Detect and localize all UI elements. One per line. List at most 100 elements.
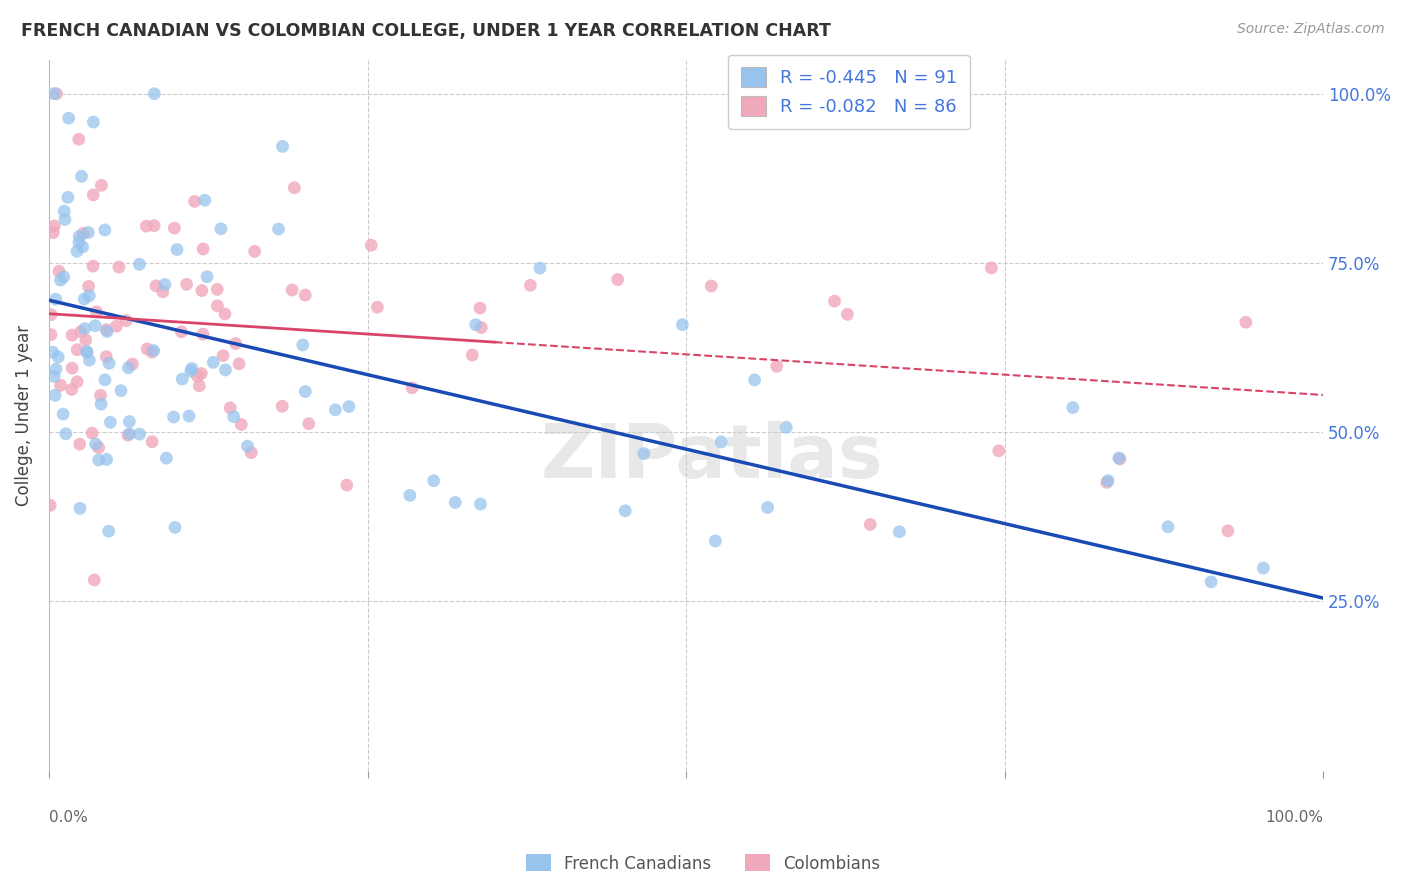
Colombians xyxy=(60,361,83,376)
Colombians xyxy=(96,323,118,337)
Colombians xyxy=(186,369,208,384)
Colombians xyxy=(225,336,247,351)
French Canadians xyxy=(118,415,141,429)
French Canadians xyxy=(77,288,100,302)
French Canadians xyxy=(118,426,141,441)
French Canadians xyxy=(49,273,72,287)
Colombians xyxy=(824,294,846,309)
Colombians xyxy=(298,417,321,431)
Colombians xyxy=(66,343,89,357)
Colombians xyxy=(243,244,266,259)
Colombians xyxy=(115,313,138,327)
Colombians xyxy=(135,219,157,233)
Colombians xyxy=(45,87,67,101)
French Canadians xyxy=(82,115,104,129)
Colombians xyxy=(49,378,72,392)
French Canadians xyxy=(195,269,218,284)
Text: FRENCH CANADIAN VS COLOMBIAN COLLEGE, UNDER 1 YEAR CORRELATION CHART: FRENCH CANADIAN VS COLOMBIAN COLLEGE, UN… xyxy=(21,22,831,40)
French Canadians xyxy=(87,453,110,467)
French Canadians xyxy=(143,87,166,101)
Colombians xyxy=(207,299,229,313)
French Canadians xyxy=(96,452,118,467)
Colombians xyxy=(96,350,118,364)
French Canadians xyxy=(1253,561,1275,575)
French Canadians xyxy=(66,244,89,259)
Colombians xyxy=(60,383,83,397)
Colombians xyxy=(82,259,104,273)
Colombians xyxy=(191,284,214,298)
Colombians xyxy=(401,381,423,395)
French Canadians xyxy=(633,447,655,461)
French Canadians xyxy=(97,524,120,538)
Colombians xyxy=(207,282,229,296)
French Canadians xyxy=(1062,401,1084,415)
French Canadians xyxy=(69,501,91,516)
Colombians xyxy=(700,279,723,293)
Colombians xyxy=(470,320,492,334)
French Canadians xyxy=(222,409,245,424)
Colombians xyxy=(75,333,97,347)
French Canadians xyxy=(202,355,225,369)
Colombians xyxy=(90,178,112,193)
French Canadians xyxy=(194,193,217,207)
Colombians xyxy=(67,132,90,146)
French Canadians xyxy=(44,369,66,384)
French Canadians xyxy=(671,318,693,332)
Colombians xyxy=(42,226,65,240)
French Canadians xyxy=(52,407,75,421)
French Canadians xyxy=(98,415,121,429)
French Canadians xyxy=(128,427,150,442)
French Canadians xyxy=(84,437,107,451)
Colombians xyxy=(108,260,131,274)
French Canadians xyxy=(337,400,360,414)
French Canadians xyxy=(79,353,101,368)
Colombians xyxy=(87,441,110,455)
Colombians xyxy=(188,379,211,393)
Colombians xyxy=(77,279,100,293)
French Canadians xyxy=(55,426,77,441)
French Canadians xyxy=(45,362,67,376)
Colombians xyxy=(117,428,139,442)
French Canadians xyxy=(41,345,63,359)
French Canadians xyxy=(72,240,94,254)
Colombians xyxy=(86,305,108,319)
French Canadians xyxy=(128,257,150,271)
French Canadians xyxy=(209,222,232,236)
Colombians xyxy=(360,238,382,252)
French Canadians xyxy=(53,212,76,227)
Colombians xyxy=(141,345,163,359)
French Canadians xyxy=(110,384,132,398)
Colombians xyxy=(191,327,214,342)
French Canadians xyxy=(294,384,316,399)
French Canadians xyxy=(704,533,727,548)
French Canadians xyxy=(422,474,444,488)
Colombians xyxy=(145,278,167,293)
Colombians xyxy=(190,367,212,381)
French Canadians xyxy=(73,321,96,335)
Colombians xyxy=(214,307,236,321)
Colombians xyxy=(44,219,66,233)
French Canadians xyxy=(90,397,112,411)
French Canadians xyxy=(236,439,259,453)
Colombians xyxy=(228,357,250,371)
French Canadians xyxy=(267,222,290,236)
French Canadians xyxy=(45,292,67,306)
Colombians xyxy=(72,227,94,241)
French Canadians xyxy=(180,361,202,376)
Colombians xyxy=(519,278,541,293)
French Canadians xyxy=(1097,474,1119,488)
Colombians xyxy=(69,437,91,451)
French Canadians xyxy=(399,488,422,502)
French Canadians xyxy=(142,343,165,358)
Colombians xyxy=(366,300,388,314)
Colombians xyxy=(212,349,235,363)
French Canadians xyxy=(98,356,121,370)
French Canadians xyxy=(325,402,347,417)
French Canadians xyxy=(291,338,314,352)
French Canadians xyxy=(76,345,98,359)
French Canadians xyxy=(77,226,100,240)
French Canadians xyxy=(94,373,117,387)
Colombians xyxy=(121,357,143,371)
Colombians xyxy=(281,283,304,297)
Colombians xyxy=(859,517,882,532)
